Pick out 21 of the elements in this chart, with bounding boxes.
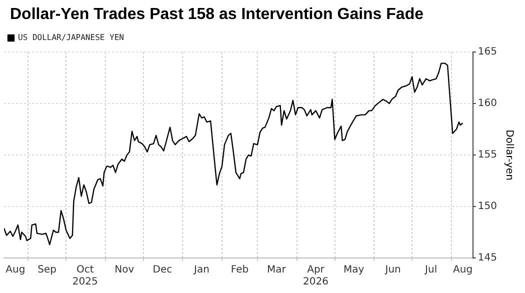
x-tick-label: Nov bbox=[114, 264, 134, 276]
y-tick-label: 150 bbox=[478, 201, 498, 212]
y-tick-label: 145 bbox=[478, 252, 498, 264]
x-tick-label: Jun bbox=[384, 264, 401, 276]
x-tick-label: Apr 2026 bbox=[303, 264, 328, 288]
x-tick-label: Aug bbox=[453, 264, 473, 276]
x-tick-label: Feb bbox=[230, 264, 249, 276]
x-tick-label: Jan bbox=[192, 264, 210, 276]
x-tick-label: Oct 2025 bbox=[72, 264, 98, 288]
x-tick-label: Mar bbox=[267, 264, 287, 276]
y-axis-title: Dollar-yen bbox=[503, 130, 514, 180]
legend-label: US DOLLAR/JAPANESE YEN bbox=[18, 33, 124, 42]
y-tick-label: 165 bbox=[478, 46, 498, 58]
x-tick-label: Dec bbox=[152, 264, 172, 276]
y-tick-label: 155 bbox=[478, 150, 498, 161]
x-tick-label: Jul bbox=[424, 264, 438, 276]
x-tick-label: Aug bbox=[6, 264, 26, 276]
chart-title: Dollar-Yen Trades Past 158 as Intervention Gains Fade bbox=[9, 5, 424, 25]
y-tick-label: 160 bbox=[478, 98, 498, 110]
x-tick-label: Sep bbox=[38, 264, 57, 276]
x-tick-label: May bbox=[343, 264, 364, 276]
